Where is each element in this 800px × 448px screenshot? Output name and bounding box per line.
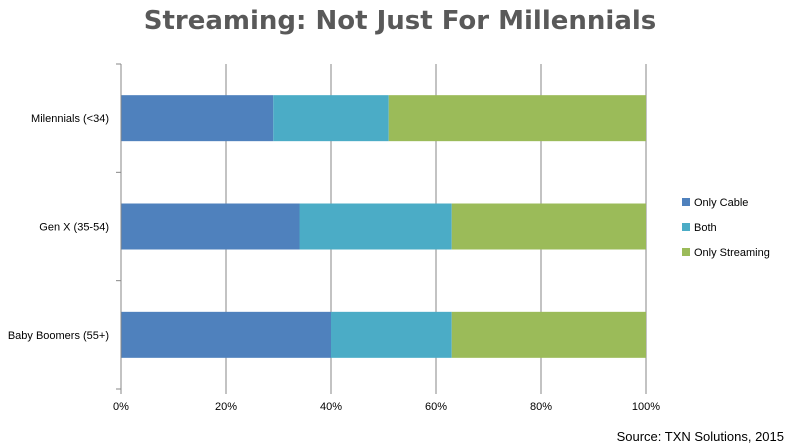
legend-label: Only Cable [694, 197, 748, 209]
bar-segment [331, 311, 452, 358]
chart-title: Streaming: Not Just For Millennials [143, 6, 657, 36]
category-label: Baby Boomers (55+) [8, 330, 109, 342]
legend-label: Both [694, 222, 717, 234]
x-tick-label: 20% [215, 401, 237, 413]
legend: Only Cable Both Only Streaming [682, 197, 770, 259]
bar-segment [299, 203, 452, 250]
legend-swatch [682, 248, 690, 256]
legend-label: Only Streaming [694, 247, 770, 259]
legend-swatch [682, 198, 690, 206]
bar-segment [121, 95, 274, 142]
bar-segment [388, 95, 646, 142]
x-tick-label: 60% [425, 401, 447, 413]
axes: 0% 20% 40% 60% 80% 100% Milennials (<34) Gen X … [8, 63, 660, 413]
legend-swatch [682, 223, 690, 231]
x-tick-label: 40% [320, 401, 342, 413]
category-label: Gen X (35-54) [39, 222, 109, 234]
bar-segment [121, 203, 300, 250]
source-note: Source: TXN Solutions, 2015 [616, 429, 784, 444]
category-label: Milennials (<34) [31, 113, 109, 125]
bar-segment [451, 203, 646, 250]
bar-segment [273, 95, 389, 142]
x-tick-label: 0% [113, 401, 129, 413]
x-tick-label: 80% [530, 401, 552, 413]
bar-segment [121, 311, 331, 358]
bar-segment [451, 311, 646, 358]
x-tick-label: 100% [632, 401, 660, 413]
bars [121, 95, 646, 358]
